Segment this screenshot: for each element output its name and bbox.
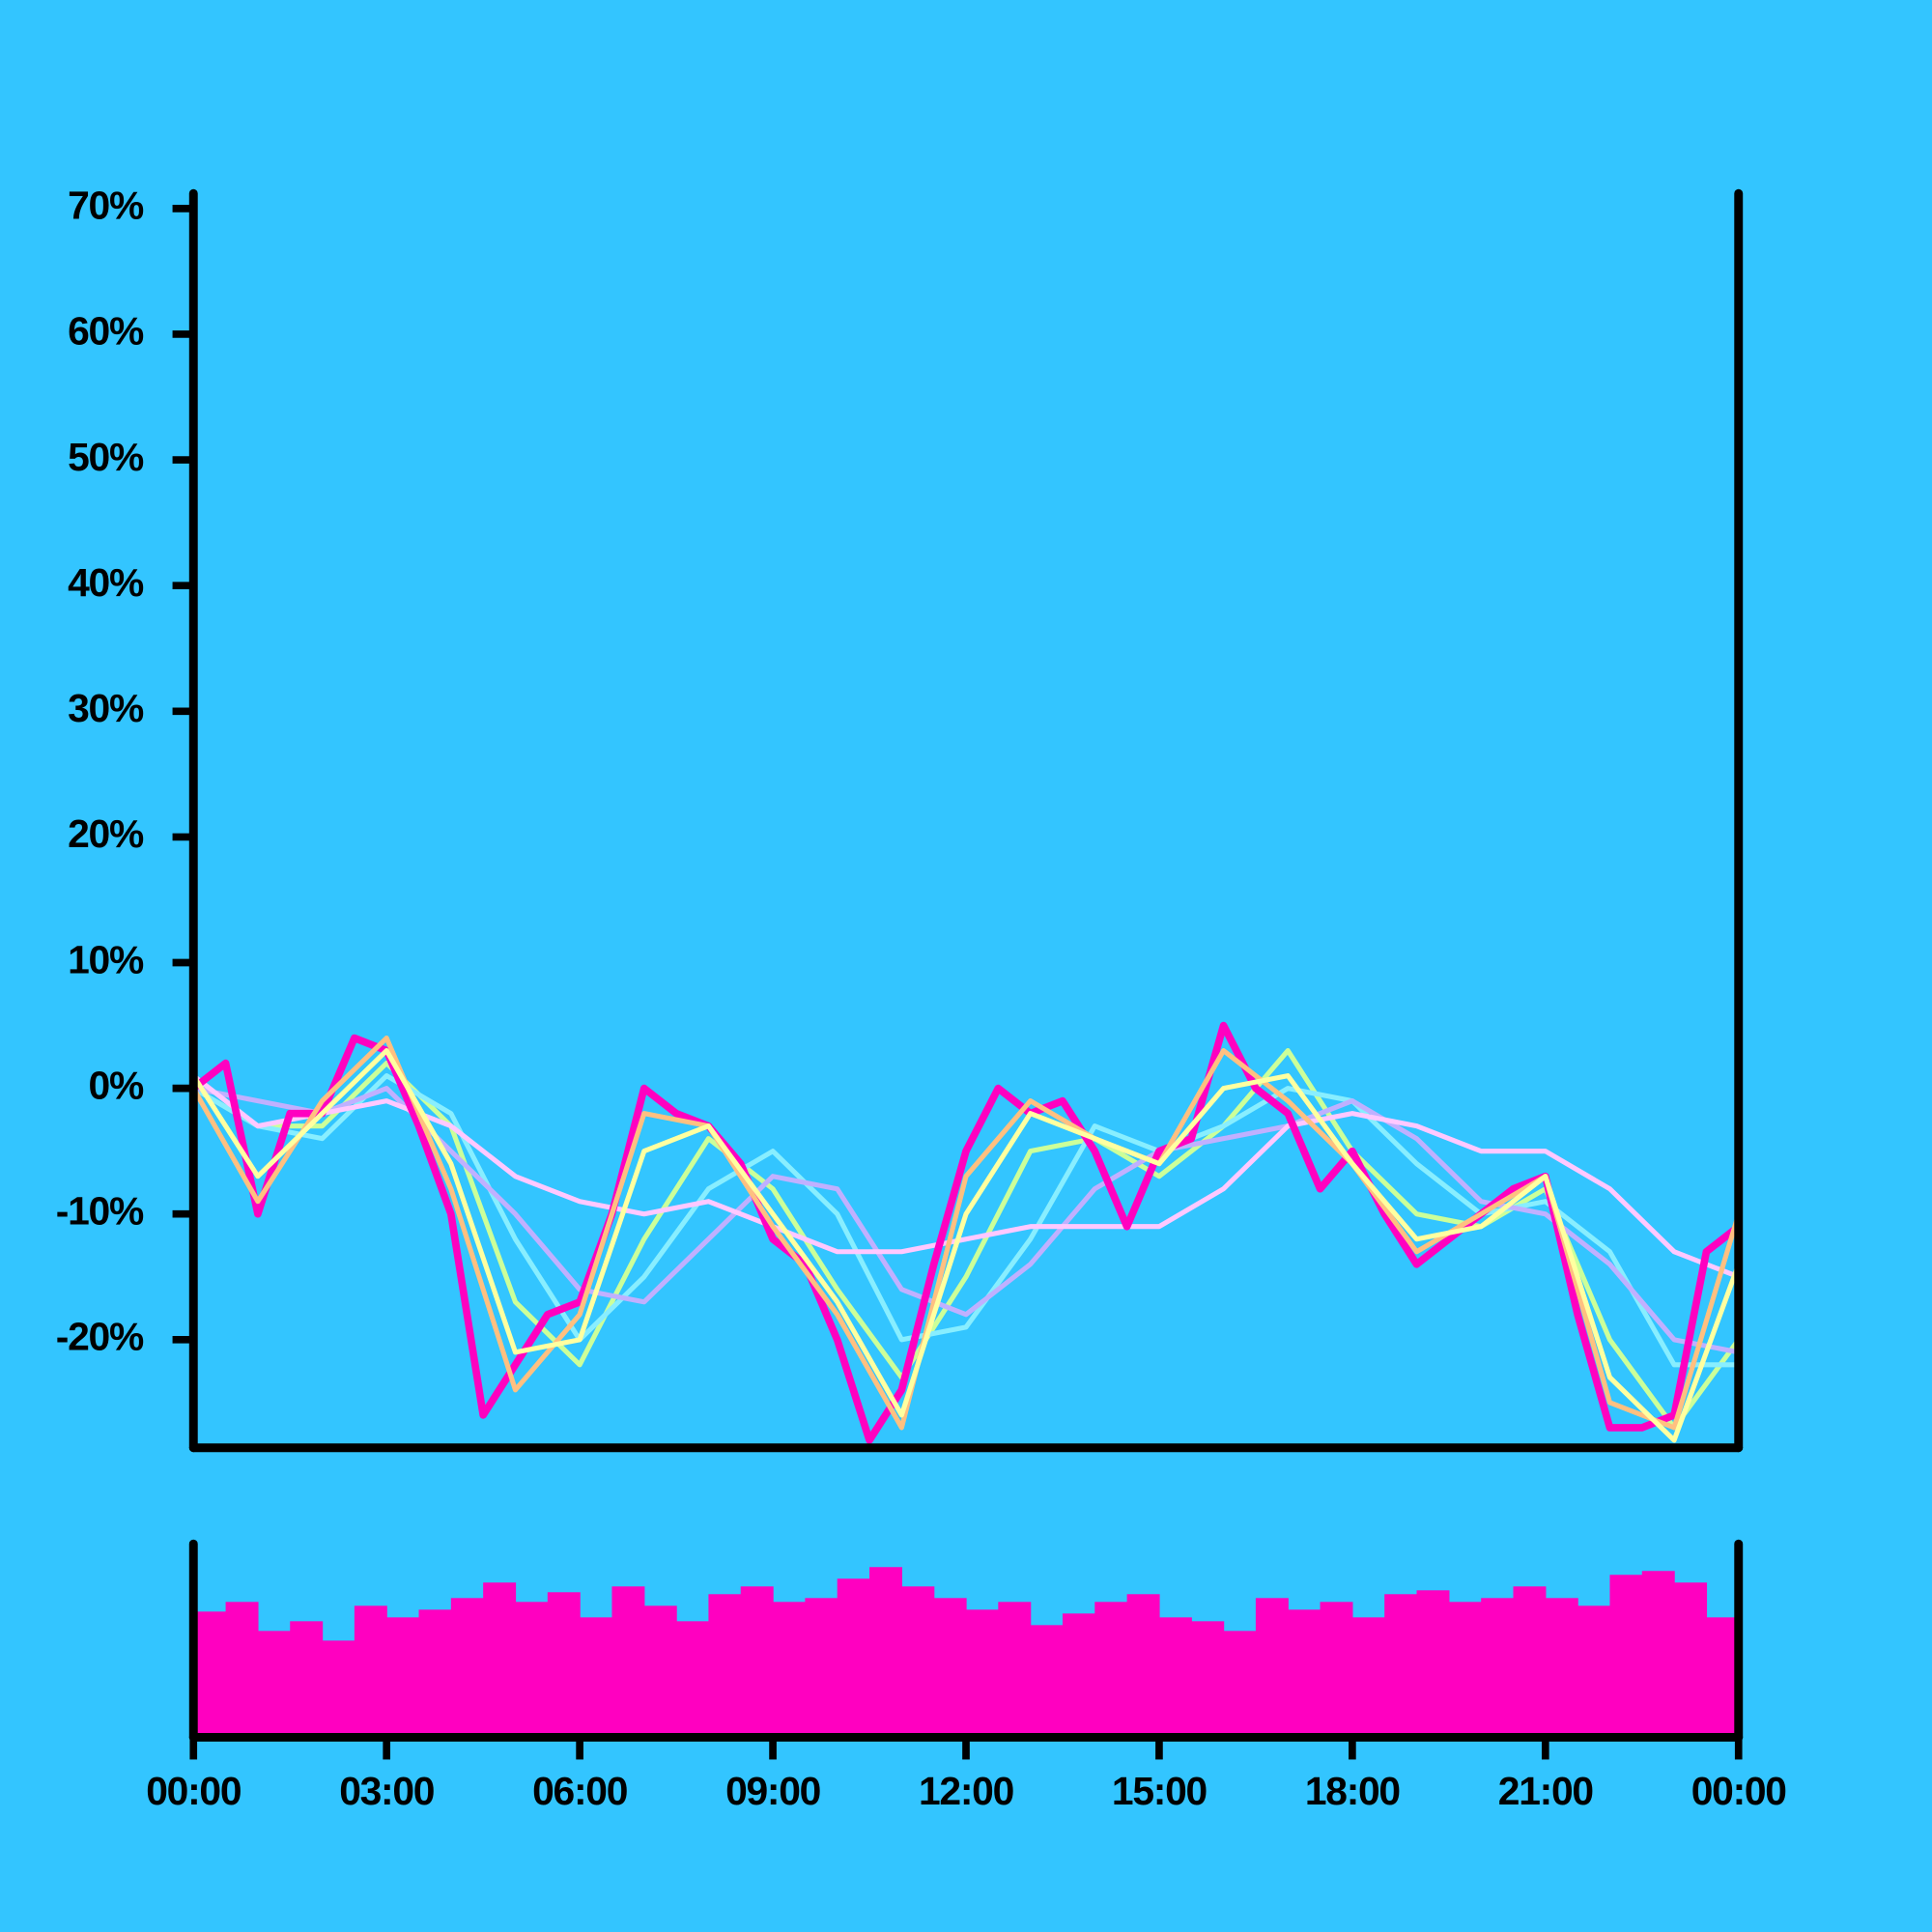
bar	[901, 1586, 935, 1738]
x-tick-label: 09:00	[725, 1769, 821, 1813]
line	[193, 1036, 1739, 1431]
bar	[1609, 1575, 1643, 1738]
bar	[225, 1602, 259, 1738]
x-tick-label: 12:00	[919, 1769, 1014, 1813]
x-tick-label: 03:00	[339, 1769, 435, 1813]
bar	[418, 1609, 452, 1738]
bar	[1674, 1582, 1708, 1738]
bar	[1126, 1594, 1160, 1738]
bar	[450, 1598, 484, 1738]
bar	[837, 1578, 870, 1738]
bar	[1513, 1586, 1547, 1738]
bar	[1320, 1602, 1353, 1738]
line	[193, 1048, 1739, 1443]
y-tick-label: 50%	[68, 435, 144, 479]
x-tick-label: 00:00	[1691, 1769, 1787, 1813]
bar	[966, 1609, 999, 1738]
bar	[708, 1594, 742, 1738]
line-layer	[193, 1021, 1739, 1444]
bar	[676, 1621, 710, 1738]
bar	[483, 1582, 517, 1738]
bar	[869, 1567, 902, 1738]
bar	[580, 1617, 613, 1738]
bar	[1255, 1598, 1289, 1738]
x-tick-label: 15:00	[1112, 1769, 1208, 1813]
x-tick-label: 00:00	[146, 1769, 242, 1813]
bar	[290, 1621, 324, 1738]
bar	[1158, 1617, 1192, 1738]
bar	[1191, 1621, 1225, 1738]
bar	[773, 1602, 807, 1738]
bar	[354, 1605, 387, 1738]
y-tick-label: 20%	[68, 811, 144, 856]
line	[193, 1073, 1739, 1280]
bar	[1706, 1617, 1740, 1738]
bar	[1062, 1613, 1095, 1738]
y-tick-label: 60%	[68, 309, 144, 354]
x-tick-label: 21:00	[1498, 1769, 1594, 1813]
bar	[805, 1598, 838, 1738]
bar	[998, 1602, 1032, 1738]
y-tick-label: 70%	[68, 184, 144, 228]
line	[193, 1086, 1739, 1355]
bar	[1384, 1594, 1418, 1738]
bar	[1030, 1625, 1064, 1738]
bar	[1351, 1617, 1385, 1738]
bar	[1481, 1598, 1515, 1738]
bar	[193, 1611, 227, 1738]
bar	[1545, 1598, 1578, 1738]
bar	[1223, 1631, 1257, 1738]
bar	[547, 1592, 581, 1738]
bar	[1577, 1605, 1611, 1738]
bar	[1416, 1590, 1450, 1738]
y-tick-label: 0%	[89, 1063, 144, 1107]
y-tick-label: -10%	[56, 1189, 144, 1234]
bar	[933, 1598, 967, 1738]
bar	[1288, 1609, 1321, 1738]
y-tick-label: 10%	[68, 937, 144, 981]
bar	[1641, 1571, 1675, 1738]
bar	[740, 1586, 774, 1738]
bar-layer	[193, 1567, 1740, 1738]
bar	[322, 1640, 355, 1738]
bar	[611, 1586, 645, 1738]
bar	[643, 1605, 677, 1738]
x-tick-label: 18:00	[1305, 1769, 1401, 1813]
bar	[257, 1631, 291, 1738]
y-tick-label: 30%	[68, 686, 144, 730]
y-tick-label: -20%	[56, 1315, 144, 1359]
bar	[515, 1602, 549, 1738]
bar	[1448, 1602, 1482, 1738]
bar	[386, 1617, 420, 1738]
y-tick-label: 40%	[68, 560, 144, 605]
x-tick-label: 06:00	[532, 1769, 628, 1813]
bar	[1094, 1602, 1128, 1738]
